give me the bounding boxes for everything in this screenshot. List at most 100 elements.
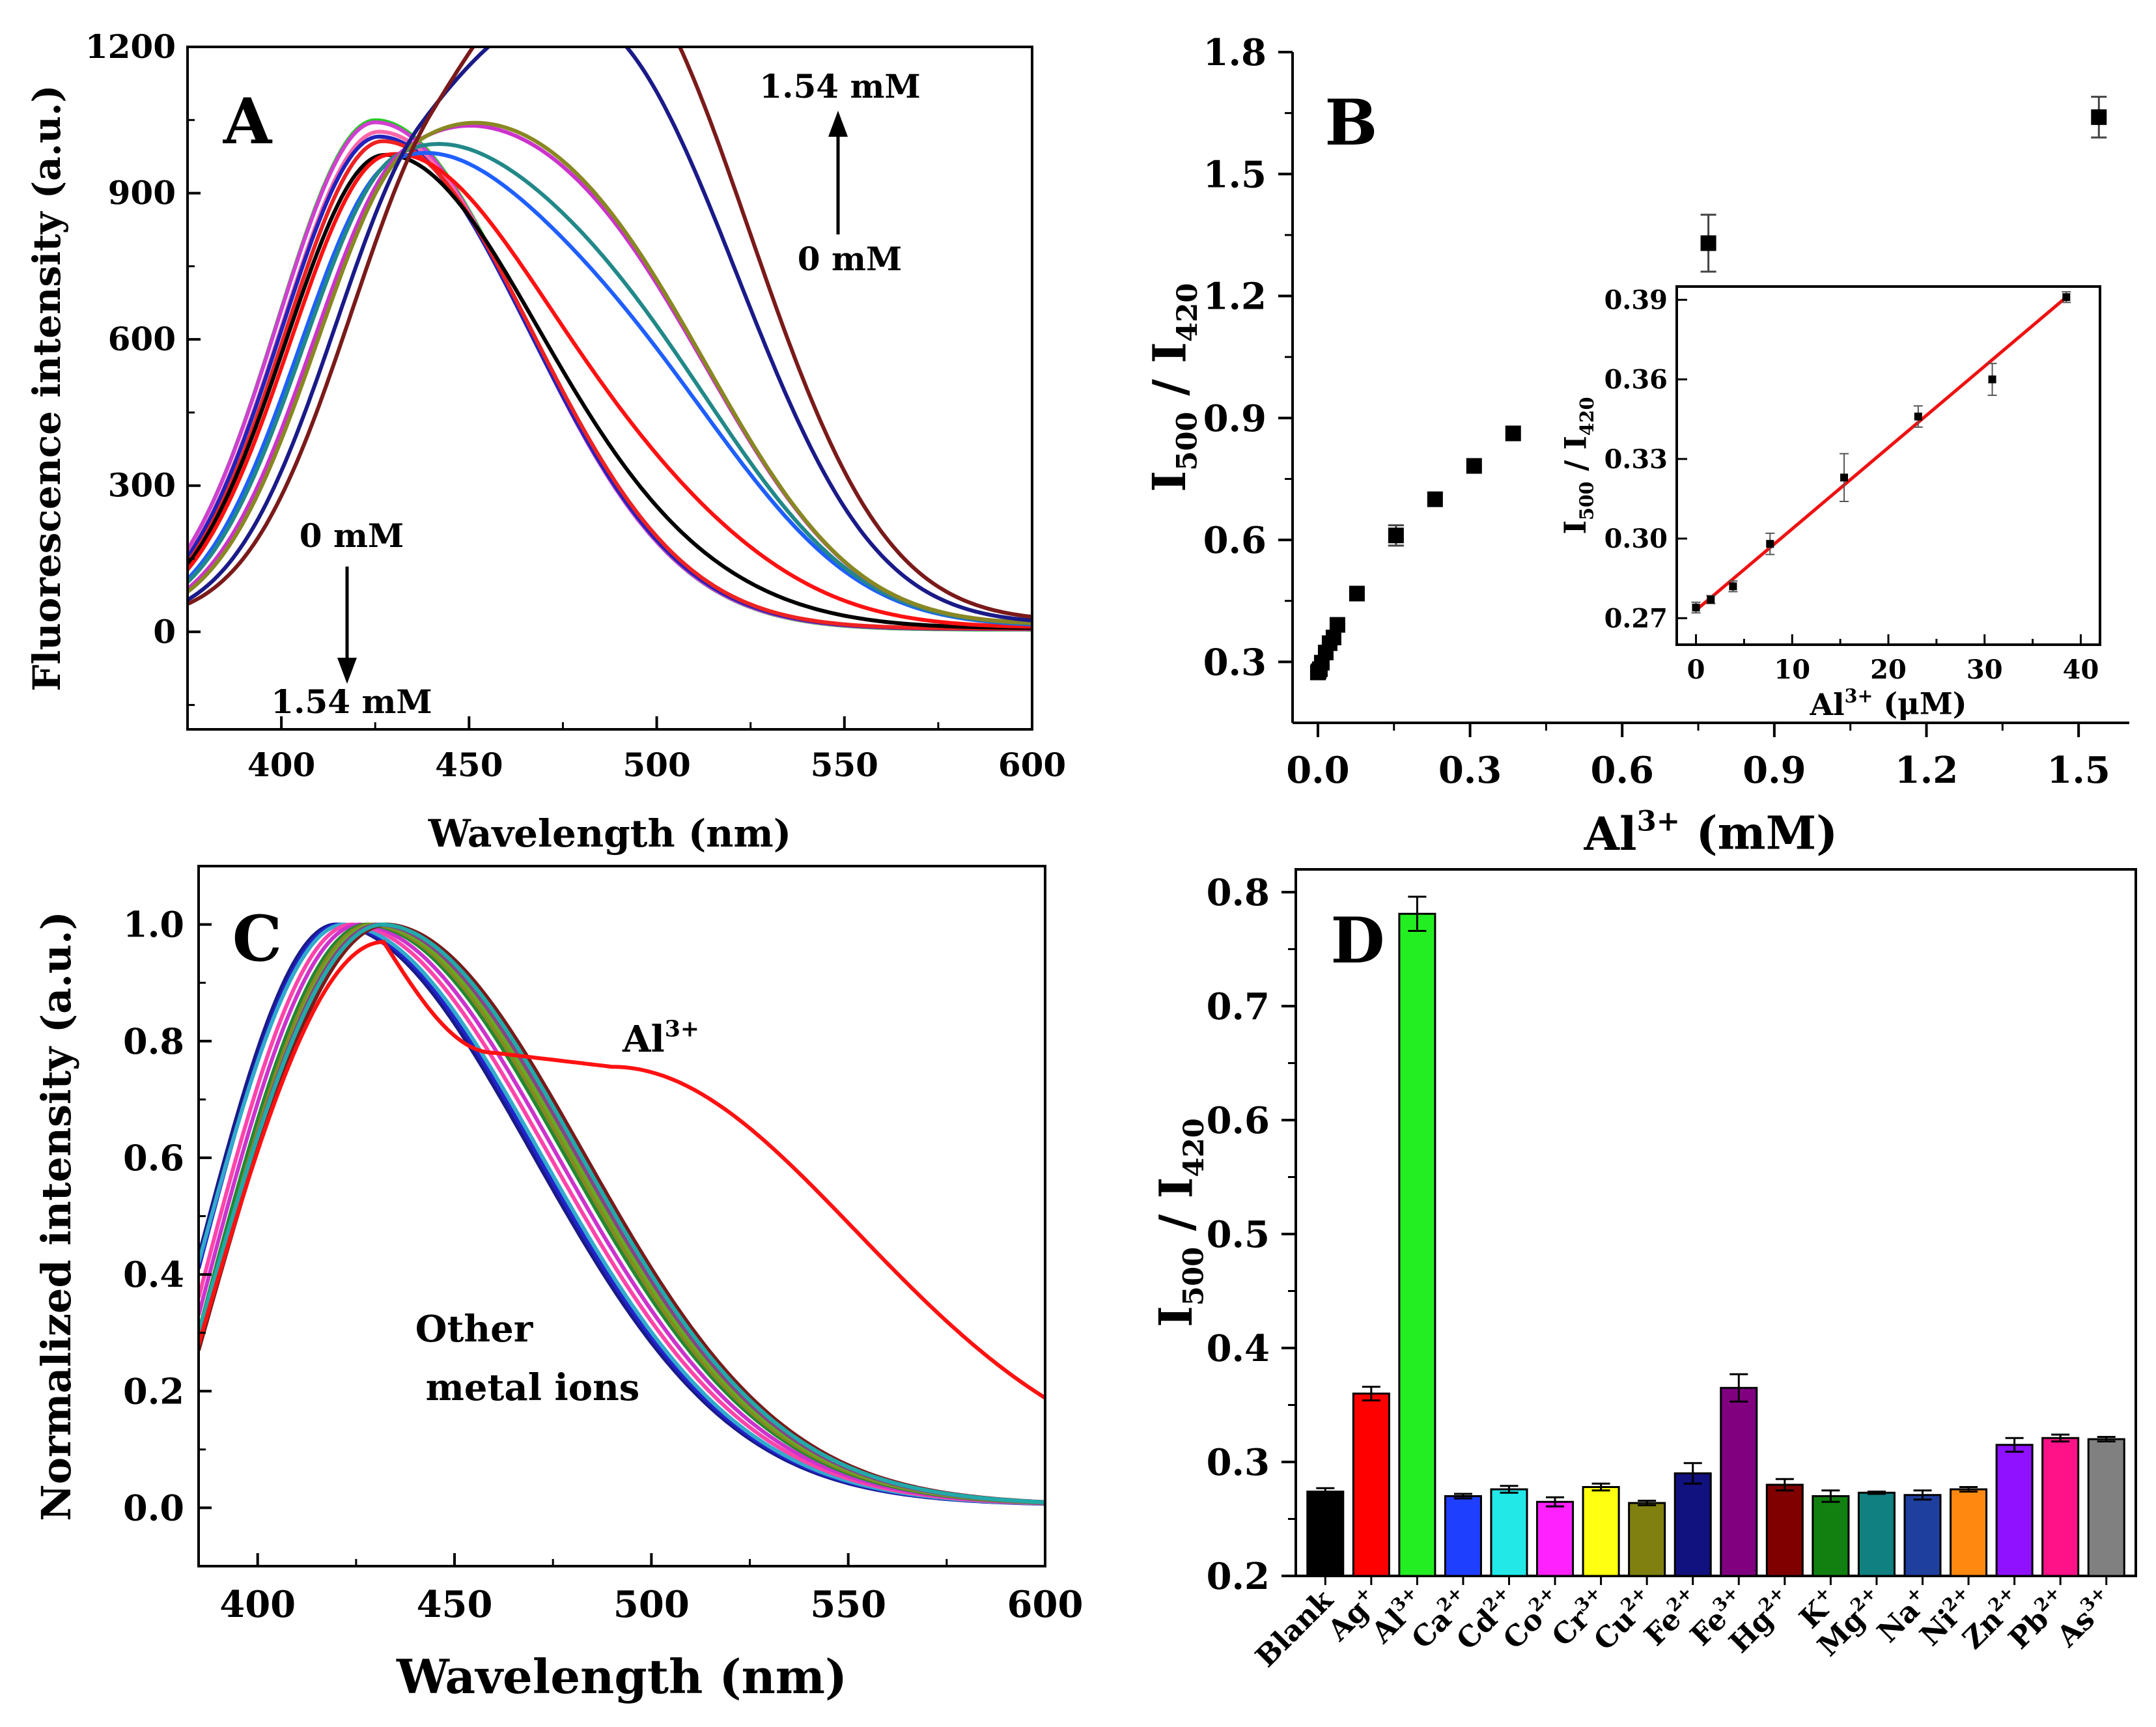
y-tick-label: 0.4 <box>123 1254 184 1295</box>
inset-frame <box>1675 285 2101 646</box>
bar-6 <box>1536 1500 1575 1577</box>
x-axis-label: Wavelength (nm) <box>428 811 792 856</box>
spectrum-line-12 <box>188 47 1032 623</box>
y-tick-label: 0.8 <box>123 1020 184 1062</box>
y-tick-label: 600 <box>108 320 176 358</box>
x-tick-label: 0.0 <box>1286 749 1349 792</box>
arrow-up-head <box>828 111 848 137</box>
normalized-line-5 <box>199 922 1045 1506</box>
y-tick-label: 0.8 <box>1207 871 1270 914</box>
label-part: I <box>1558 520 1593 535</box>
data-point-11 <box>1427 491 1443 507</box>
label-part: / I <box>1558 436 1593 481</box>
inset-x-tick-label: 20 <box>1870 654 1907 685</box>
label-part: 420 <box>1177 1118 1211 1177</box>
normalized-line-9 <box>199 922 1045 1504</box>
panel-c: 400 450 500 550 600 0.0 0.2 0.4 0.6 0.8 1.0 Wavelen… <box>33 865 1083 1704</box>
inset-y-tick-label: 0.33 <box>1604 444 1668 475</box>
y-tick-label: 0.2 <box>1207 1555 1270 1598</box>
bar-3 <box>1398 912 1436 1577</box>
y-tick-label: 0 <box>153 612 176 651</box>
inset-x-tick-label: 30 <box>1967 654 2003 685</box>
y-tick-label: 1.0 <box>123 904 184 946</box>
y-tick-label: 0.6 <box>123 1137 184 1179</box>
inset-x-axis-label: Al3+ (μM) <box>1809 685 1967 722</box>
inset-data-point-1 <box>1692 603 1700 611</box>
spectrum-line-7 <box>188 152 1032 629</box>
normalized-line-4 <box>199 922 1045 1506</box>
al3-normalized-line <box>199 940 1045 1400</box>
label-part: I <box>1142 471 1196 492</box>
bar-16 <box>1995 1444 2034 1577</box>
inset-x-tick-label: 0 <box>1687 654 1705 685</box>
label-part: I <box>1149 1306 1203 1327</box>
y-axis-label: I500 / I420 <box>1149 1118 1211 1327</box>
x-tick-label: 450 <box>435 746 503 784</box>
inset-data-point-4 <box>1766 540 1774 548</box>
inset-x-tick-label: 40 <box>2063 654 2099 685</box>
label-part: 3+ <box>665 1015 699 1042</box>
y-tick-label: 0.6 <box>1207 1099 1270 1142</box>
bar-4 <box>1444 1495 1482 1577</box>
x-tick-label: 0.6 <box>1590 749 1653 792</box>
data-point-15 <box>2091 109 2107 125</box>
inset-data-point-8 <box>2062 293 2071 302</box>
label-part: / I <box>1143 342 1197 412</box>
inset-y-tick-label: 0.27 <box>1604 603 1668 634</box>
x-tick-label: 0.3 <box>1438 749 1502 792</box>
inset-y-axis-label: I500 / I420 <box>1558 397 1598 535</box>
annotation-bottom-low: 1.54 mM <box>271 682 432 721</box>
panel-a-frame <box>186 46 1033 731</box>
bar-1 <box>1306 1491 1345 1577</box>
normalized-line-7 <box>199 922 1045 1505</box>
inset-x-tick-label: 10 <box>1774 654 1810 685</box>
y-tick-label: 0.4 <box>1207 1327 1270 1370</box>
y-tick-label: 0.5 <box>1207 1213 1270 1256</box>
bar-5 <box>1490 1488 1528 1577</box>
curves-a <box>188 47 1032 632</box>
arrow-down-head <box>337 658 357 684</box>
y-tick-label: 900 <box>108 174 176 212</box>
inset-data-point-3 <box>1729 582 1737 591</box>
inset-data-point-2 <box>1707 595 1715 604</box>
bar-18 <box>2087 1438 2125 1577</box>
normalized-line-11 <box>199 922 1045 1504</box>
x-axis-label: Al3+ (mM) <box>1584 805 1838 861</box>
normalized-line-10 <box>199 922 1045 1505</box>
spectrum-line-9 <box>188 141 1032 626</box>
data-point-13 <box>1505 425 1521 442</box>
x-tick-label: 1.5 <box>2047 749 2110 792</box>
x-tick-label: 550 <box>810 1583 886 1626</box>
data-point-14 <box>1700 235 1716 251</box>
inset-data-point-7 <box>1988 375 1996 384</box>
label-part: 500 <box>1171 412 1204 471</box>
x-tick-label: 450 <box>417 1583 493 1626</box>
panel-label: B <box>1324 86 1377 160</box>
spectrum-line-13 <box>188 47 1032 619</box>
panel-label: A <box>223 85 273 158</box>
x-tick-label: 550 <box>811 746 878 784</box>
bar-17 <box>2041 1437 2080 1577</box>
inset-y-tick-label: 0.30 <box>1604 524 1668 554</box>
data-point-9 <box>1349 585 1365 602</box>
label-part: 500 <box>1177 1247 1211 1306</box>
panel-a: 400 450 500 550 600 0 300 600 900 1200 Wavelength … <box>25 27 1066 856</box>
y-tick-label: 0.6 <box>1203 519 1267 562</box>
other-ions-label-line2: metal ions <box>426 1366 640 1409</box>
normalized-line-3 <box>199 922 1045 1506</box>
normalized-line-1 <box>199 922 1045 1506</box>
panel-d-frame <box>1295 868 2137 1577</box>
y-tick-label: 300 <box>108 466 176 505</box>
y-tick-label: 1.2 <box>1203 275 1267 318</box>
label-part: Al <box>1809 687 1844 722</box>
inset-data-point-6 <box>1914 412 1922 421</box>
label-part: (mM) <box>1680 806 1838 860</box>
label-part: (μM) <box>1873 686 1967 722</box>
normalized-line-6 <box>199 922 1045 1505</box>
y-axis-label: I500 / I420 <box>1142 283 1204 492</box>
label-part: 3+ <box>1845 685 1873 707</box>
panel-label: C <box>232 902 282 976</box>
bar-10 <box>1720 1386 1758 1577</box>
